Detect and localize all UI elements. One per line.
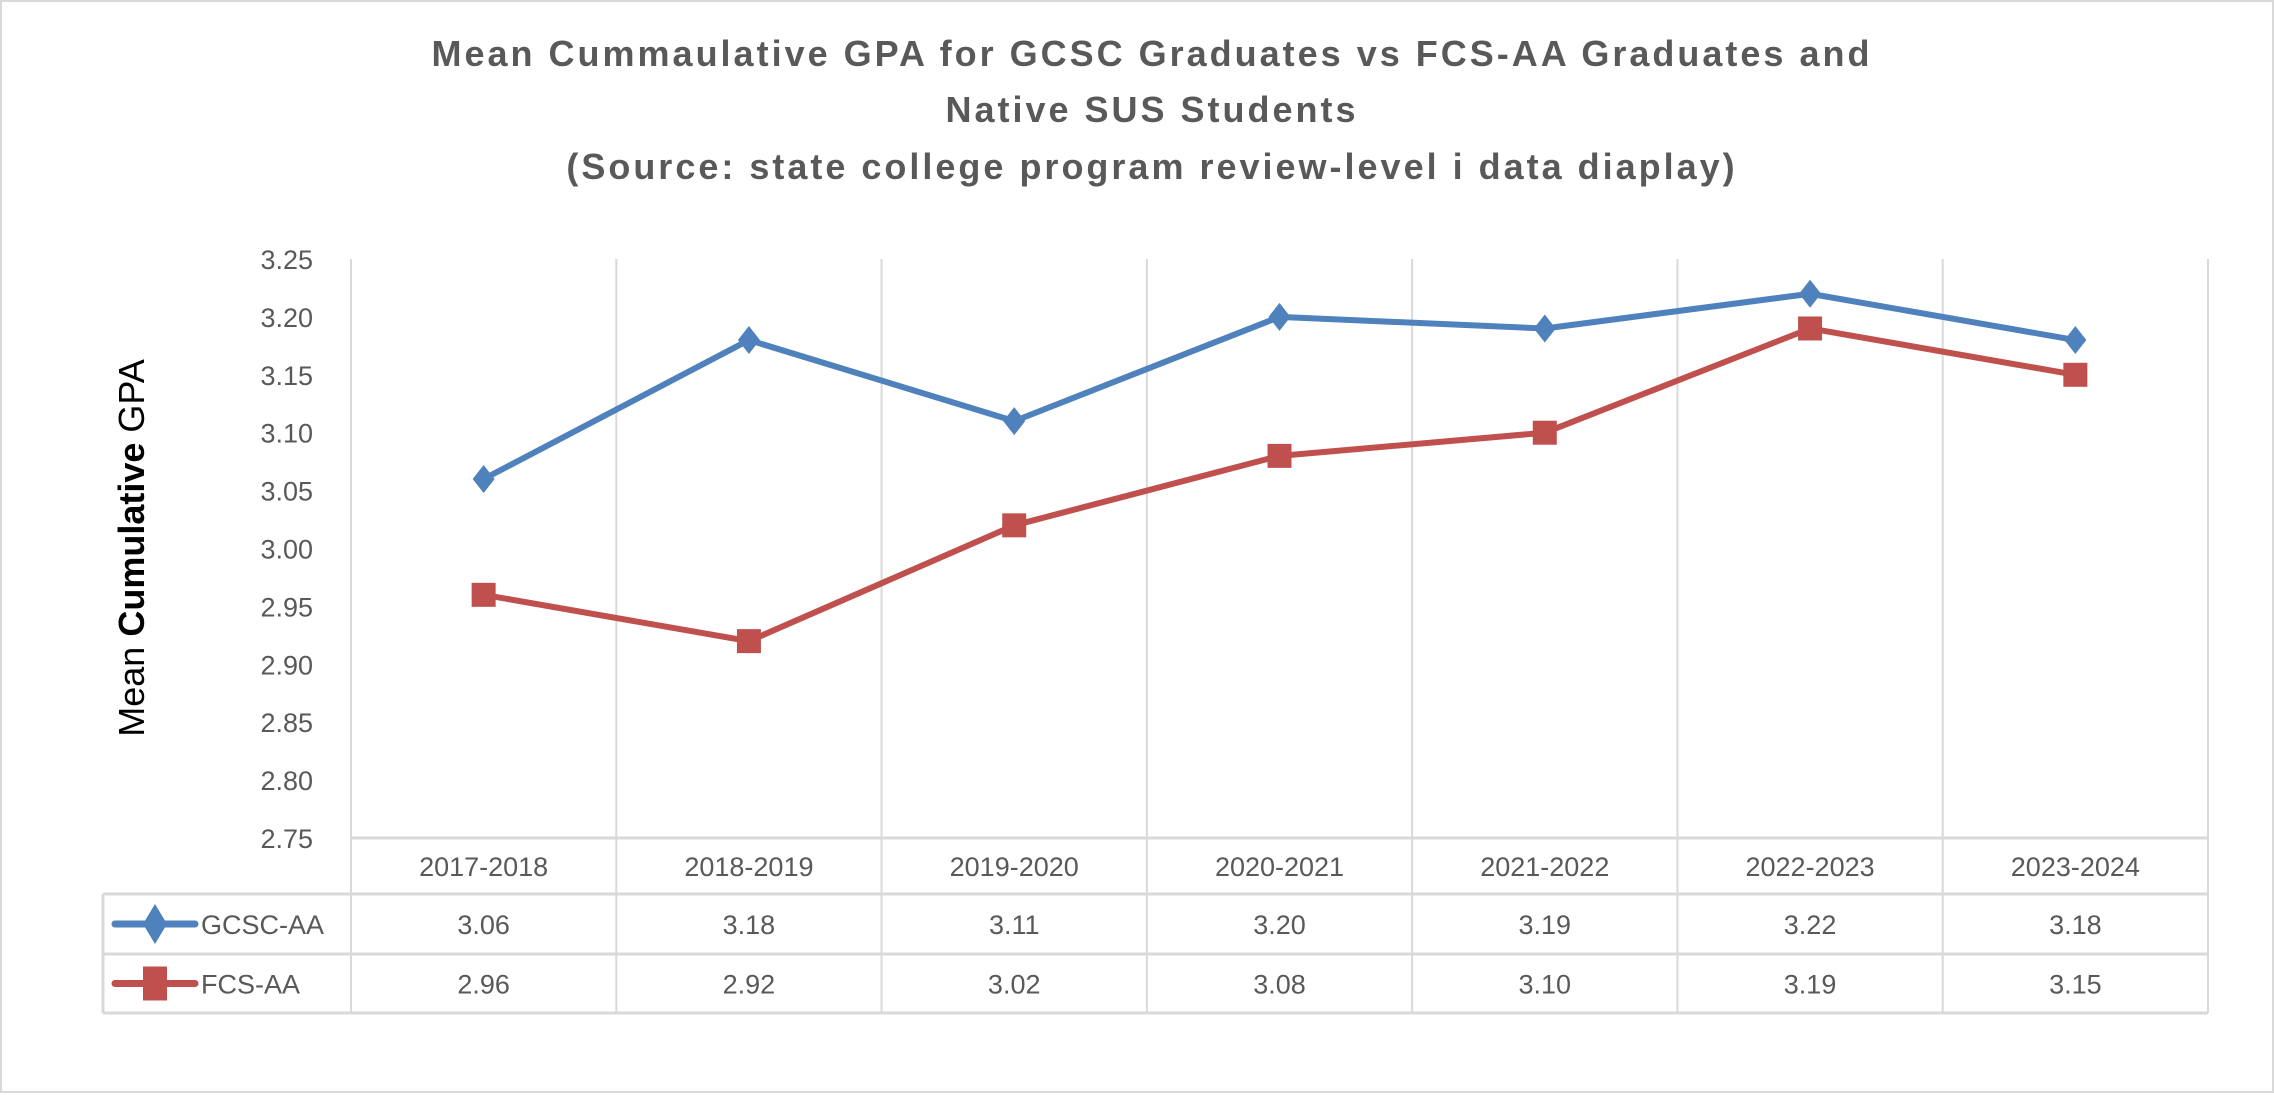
table-value-cell: 3.11 [989,910,1040,940]
legend-diamond-icon [143,904,167,944]
legend-square-icon [143,966,167,1001]
x-category-label: 2021-2022 [1480,852,1609,882]
x-category-label: 2019-2020 [950,852,1079,882]
y-tick-label: 3.15 [260,361,313,391]
data-point-diamond [1533,314,1556,343]
title-line-2: Native SUS Students [945,89,1358,130]
data-point-diamond [1799,279,1822,308]
table-value-cell: 2.96 [457,970,510,1000]
table-value-cell: 3.08 [1253,970,1306,1000]
data-point-square [2063,362,2088,387]
table-value-cell: 3.06 [457,910,510,940]
y-tick-label: 2.95 [260,592,313,622]
table-value-cell: 3.02 [988,970,1041,1000]
data-point-square [471,582,496,607]
y-tick-label: 2.80 [260,766,313,796]
x-category-label: 2017-2018 [419,852,548,882]
table-value-cell: 3.18 [2049,910,2102,940]
table-value-cell: 3.19 [1784,970,1837,1000]
x-category-label: 2023-2024 [2011,852,2140,882]
y-axis-label-bold: Cumulative [111,443,152,637]
legend-series-name: GCSC-AA [201,910,324,940]
y-tick-label: 3.00 [260,535,313,565]
x-category-label: 2022-2023 [1746,852,1875,882]
y-tick-label: 2.85 [260,708,313,738]
series-line-fcs-aa [483,325,2076,645]
data-point-square [1267,443,1292,468]
legend-series-name: FCS-AA [201,970,300,1000]
y-axis-label-part: GPA [111,359,152,442]
y-tick-label: 3.25 [260,245,313,275]
x-category-label: 2018-2019 [684,852,813,882]
y-tick-label: 3.10 [260,419,313,449]
table-value-cell: 3.20 [1253,910,1306,940]
table-value-cell: 3.19 [1519,910,1572,940]
table-value-cell: 3.22 [1784,910,1837,940]
title-line-3: (Source: state college program review-le… [566,146,1737,187]
table-value-cell: 3.10 [1519,970,1572,1000]
data-point-square [736,629,761,654]
table-value-cell: 3.15 [2049,970,2102,1000]
y-tick-label: 2.90 [260,650,313,680]
y-axis-label: Mean Cumulative GPA [111,359,152,736]
y-tick-label: 3.20 [260,303,313,333]
chart-title: Mean Cummaulative GPA for GCSC Graduates… [432,33,1873,187]
table-value-cell: 2.92 [723,970,776,1000]
data-point-diamond [472,465,495,494]
data-point-diamond [2064,326,2087,355]
data-point-square [1002,513,1027,538]
table-value-cell: 3.18 [723,910,776,940]
data-point-diamond [737,326,760,355]
x-category-label: 2020-2021 [1215,852,1344,882]
data-point-square [1798,316,1823,341]
y-tick-label: 3.05 [260,477,313,507]
title-line-1: Mean Cummaulative GPA for GCSC Graduates… [432,33,1873,74]
data-point-diamond [1003,407,1026,436]
y-axis-label-part: Mean [111,637,152,737]
y-tick-label: 2.75 [260,824,313,854]
data-point-square [1532,420,1557,445]
data-point-diamond [1268,302,1291,331]
